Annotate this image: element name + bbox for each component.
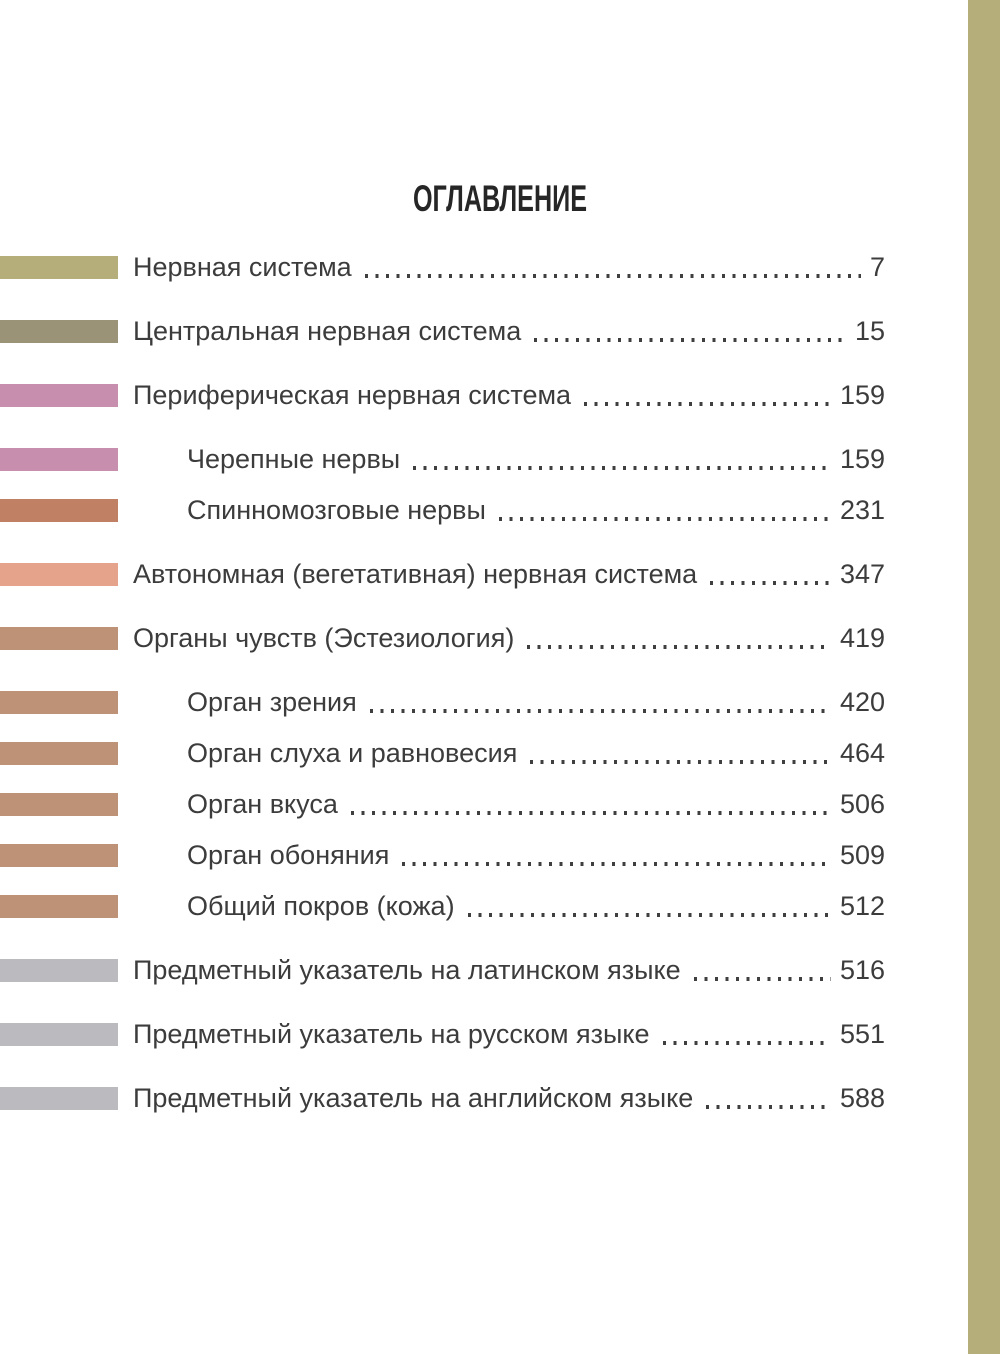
section-color-bar	[0, 447, 118, 471]
toc-entry: Предметный указатель на английском языке…	[0, 1083, 885, 1113]
page-title: ОГЛАВЛЕНИЕ	[0, 178, 1000, 219]
page-number: 231	[839, 495, 885, 525]
entry-label: Автономная (вегетативная) нервная систем…	[133, 559, 698, 589]
section-color-bar	[0, 319, 118, 343]
entry-label: Нервная система	[133, 252, 352, 282]
entry-label: Периферическая нервная система	[133, 380, 572, 410]
dot-leader	[530, 760, 831, 764]
entry-label: Орган зрения	[187, 687, 357, 717]
entry-label: Орган вкуса	[187, 789, 338, 819]
entry-label: Орган слуха и равновесия	[187, 738, 518, 768]
page-edge-tab-band	[968, 0, 1000, 1354]
section-color-bar	[0, 255, 118, 279]
toc-entry: Орган зрения 420	[0, 687, 885, 717]
toc-entry: Орган обоняния 509	[0, 840, 885, 870]
section-color-bar	[0, 1086, 118, 1110]
page-number: 464	[839, 738, 885, 768]
toc-list: Нервная система 7 Центральная нервная сист…	[0, 252, 885, 1150]
page-number: 551	[839, 1019, 885, 1049]
toc-entry: Предметный указатель на русском языке 551	[0, 1019, 885, 1049]
page-number: 15	[854, 316, 885, 346]
entry-label: Орган обоняния	[187, 840, 390, 870]
section-color-bar	[0, 383, 118, 407]
section-color-bar	[0, 958, 118, 982]
toc-entry: Орган вкуса 506	[0, 789, 885, 819]
dot-leader	[584, 402, 831, 406]
dot-leader	[693, 977, 831, 981]
dot-leader	[413, 466, 831, 470]
entry-label: Органы чувств (Эстезиология)	[133, 623, 515, 653]
page-number: 509	[839, 840, 885, 870]
page-number: 512	[839, 891, 885, 921]
dot-leader	[710, 581, 831, 585]
entry-label: Общий покров (кожа)	[187, 891, 455, 921]
section-color-bar	[0, 690, 118, 714]
dot-leader	[662, 1041, 831, 1045]
page-title-text: ОГЛАВЛЕНИЕ	[412, 178, 588, 219]
entry-label: Предметный указатель на латинском языке	[133, 955, 681, 985]
entry-label: Спинномозговые нервы	[187, 495, 486, 525]
page-number: 419	[839, 623, 885, 653]
toc-entry: Предметный указатель на латинском языке 5…	[0, 955, 885, 985]
page-number: 588	[839, 1083, 885, 1113]
section-color-bar	[0, 741, 118, 765]
section-color-bar	[0, 1022, 118, 1046]
entry-label: Предметный указатель на русском языке	[133, 1019, 650, 1049]
toc-entry: Центральная нервная система 15	[0, 316, 885, 346]
toc-entry: Спинномозговые нервы 231	[0, 495, 885, 525]
page-number: 159	[839, 380, 885, 410]
dot-leader	[498, 517, 831, 521]
section-color-bar	[0, 792, 118, 816]
section-color-bar	[0, 562, 118, 586]
toc-entry: Орган слуха и равновесия 464	[0, 738, 885, 768]
dot-leader	[706, 1105, 831, 1109]
dot-leader	[350, 811, 831, 815]
page-number: 159	[839, 444, 885, 474]
page-number: 420	[839, 687, 885, 717]
dot-leader	[364, 274, 861, 278]
toc-entry: Периферическая нервная система 159	[0, 380, 885, 410]
dot-leader	[534, 338, 846, 342]
toc-entry: Нервная система 7	[0, 252, 885, 282]
section-color-bar	[0, 843, 118, 867]
section-color-bar	[0, 498, 118, 522]
page-number: 516	[839, 955, 885, 985]
toc-entry: Органы чувств (Эстезиология) 419	[0, 623, 885, 653]
dot-leader	[527, 645, 831, 649]
section-color-bar	[0, 626, 118, 650]
section-color-bar	[0, 894, 118, 918]
toc-entry: Общий покров (кожа) 512	[0, 891, 885, 921]
toc-entry: Автономная (вегетативная) нервная систем…	[0, 559, 885, 589]
page-number: 506	[839, 789, 885, 819]
dot-leader	[402, 862, 831, 866]
page-number: 7	[869, 252, 885, 282]
entry-label: Предметный указатель на английском языке	[133, 1083, 694, 1113]
dot-leader	[369, 709, 831, 713]
toc-entry: Черепные нервы 159	[0, 444, 885, 474]
page-number: 347	[839, 559, 885, 589]
dot-leader	[467, 913, 831, 917]
entry-label: Черепные нервы	[187, 444, 401, 474]
entry-label: Центральная нервная система	[133, 316, 522, 346]
